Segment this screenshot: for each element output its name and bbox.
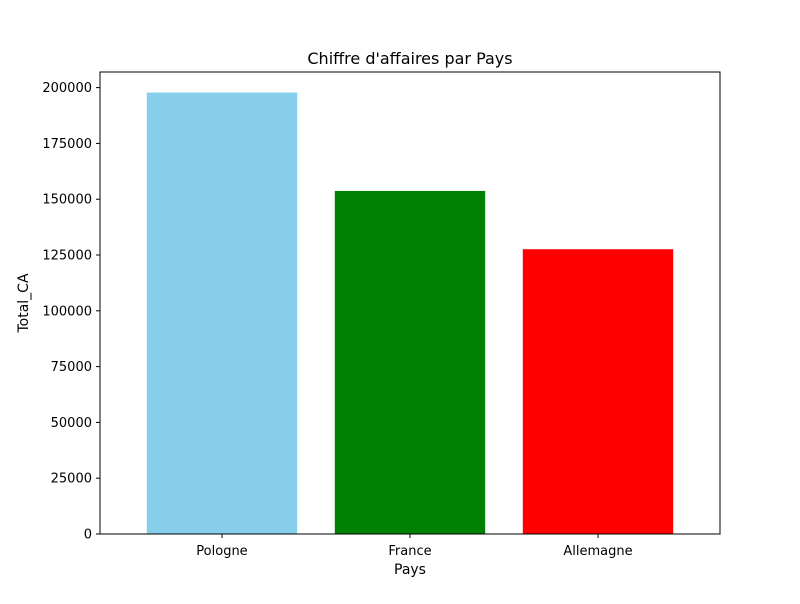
x-tick-label: Pologne (196, 544, 247, 559)
x-tick-label: Allemagne (563, 544, 632, 559)
plot-frame (99, 71, 721, 535)
y-tick-label: 100000 (42, 304, 92, 319)
x-axis: Pologne France Allemagne (196, 534, 633, 559)
y-tick-label: 200000 (42, 81, 92, 96)
chart-title: Chiffre d'affaires par Pays (307, 49, 512, 68)
y-tick-label: 150000 (42, 193, 92, 208)
bar-allemagne (522, 249, 674, 534)
y-tick-label: 175000 (42, 137, 92, 152)
bar-pologne (146, 92, 298, 535)
bar-france (334, 190, 486, 535)
y-axis: 0 25000 50000 75000 100000 125000 150000 175000… (42, 81, 100, 543)
bars-layer (146, 92, 674, 535)
y-tick-label: 50000 (51, 416, 92, 431)
y-tick-label: 25000 (51, 472, 92, 487)
x-axis-label: Pays (394, 562, 426, 578)
y-axis-label: Total_CA (16, 273, 32, 333)
y-tick-label: 125000 (42, 249, 92, 264)
x-tick-label: France (388, 544, 431, 559)
y-tick-label: 75000 (51, 360, 92, 375)
y-tick-label: 0 (84, 528, 92, 543)
